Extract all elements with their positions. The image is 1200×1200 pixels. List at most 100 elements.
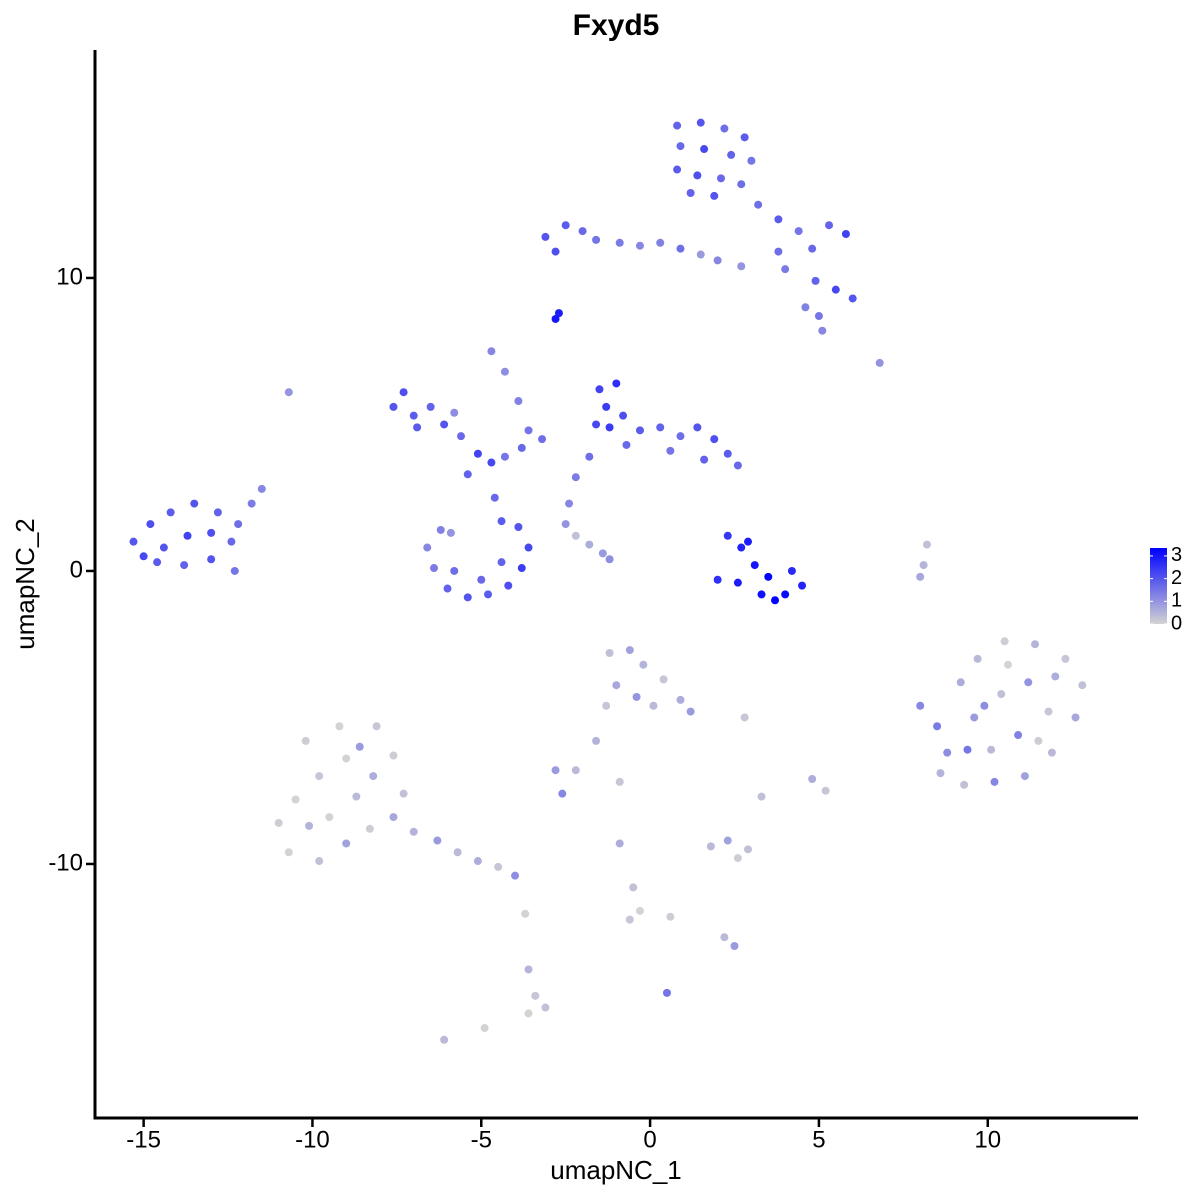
cell-point — [335, 722, 344, 731]
cell-point — [571, 766, 580, 775]
cell-point — [1000, 637, 1009, 646]
cell-point — [615, 777, 624, 786]
cell-point — [274, 818, 283, 827]
cell-point — [473, 857, 482, 866]
cell-point — [723, 449, 732, 458]
cell-point — [666, 446, 675, 455]
cell-point — [747, 156, 756, 165]
x-tick-label: 0 — [643, 1126, 656, 1153]
cell-point — [737, 180, 746, 189]
cell-point — [821, 786, 830, 795]
cell-point — [602, 402, 611, 411]
cell-point — [713, 575, 722, 584]
cell-point — [943, 748, 952, 757]
cell-point — [970, 713, 979, 722]
cell-point — [531, 991, 540, 1000]
cell-point — [916, 572, 925, 581]
cell-point — [700, 455, 709, 464]
cell-point — [487, 347, 496, 356]
cell-point — [524, 965, 533, 974]
cell-point — [700, 145, 709, 154]
cell-point — [973, 654, 982, 663]
cell-point — [980, 701, 989, 710]
cell-point — [710, 191, 719, 200]
cell-point — [605, 423, 614, 432]
cell-point — [676, 142, 685, 151]
cell-point — [794, 227, 803, 236]
cell-point — [818, 326, 827, 335]
cell-point — [558, 789, 567, 798]
cell-point — [234, 520, 243, 529]
cell-point — [723, 836, 732, 845]
cell-point — [676, 244, 685, 253]
cell-point — [484, 590, 493, 599]
cell-point — [230, 566, 239, 575]
cell-point — [1061, 654, 1070, 663]
cell-point — [369, 772, 378, 781]
cell-point — [592, 235, 601, 244]
cell-point — [814, 312, 823, 321]
cell-point — [257, 484, 266, 493]
cell-point — [990, 777, 999, 786]
cell-point — [1051, 672, 1060, 681]
cell-point — [619, 411, 628, 420]
cell-point — [706, 842, 715, 851]
cell-point — [754, 200, 763, 209]
cell-point — [635, 906, 644, 915]
cell-point — [409, 827, 418, 836]
cell-point — [585, 452, 594, 461]
cell-point — [615, 839, 624, 848]
cell-point — [1004, 660, 1013, 669]
cell-point — [662, 988, 671, 997]
cell-point — [598, 549, 607, 558]
cell-point — [561, 221, 570, 230]
cell-point — [399, 789, 408, 798]
cell-point — [301, 736, 310, 745]
cell-point — [710, 435, 719, 444]
cell-point — [487, 458, 496, 467]
cell-point — [963, 745, 972, 754]
cell-point — [389, 402, 398, 411]
cell-point — [1078, 681, 1087, 690]
cell-point — [592, 736, 601, 745]
cell-point — [305, 821, 314, 830]
cell-point — [1071, 713, 1080, 722]
cell-point — [625, 646, 634, 655]
cell-point — [565, 499, 574, 508]
cell-point — [696, 250, 705, 259]
y-axis-label: umapNC_2 — [10, 518, 40, 650]
colorbar — [1150, 548, 1167, 624]
cell-point — [622, 440, 631, 449]
cell-point — [956, 678, 965, 687]
y-tick-label: 10 — [56, 263, 83, 290]
cell-point — [592, 420, 601, 429]
cell-point — [183, 531, 192, 540]
cell-point — [750, 561, 759, 570]
cell-point — [571, 473, 580, 482]
cell-point — [139, 552, 148, 561]
cell-point — [612, 681, 621, 690]
cell-point — [831, 285, 840, 294]
cell-point — [423, 543, 432, 552]
cell-point — [541, 1003, 550, 1012]
cell-point — [480, 1024, 489, 1033]
colorbar-label: 2 — [1171, 567, 1182, 589]
cell-point — [514, 523, 523, 532]
cell-point — [180, 561, 189, 570]
cell-point — [551, 247, 560, 256]
cell-point — [517, 443, 526, 452]
cell-point — [463, 470, 472, 479]
cell-point — [933, 722, 942, 731]
cell-point — [207, 555, 216, 564]
cell-point — [409, 411, 418, 420]
cell-point — [635, 426, 644, 435]
cell-point — [848, 294, 857, 303]
cell-point — [595, 385, 604, 394]
cell-point — [1044, 707, 1053, 716]
cell-point — [284, 848, 293, 857]
cell-point — [315, 857, 324, 866]
cell-point — [798, 581, 807, 590]
cell-point — [477, 575, 486, 584]
